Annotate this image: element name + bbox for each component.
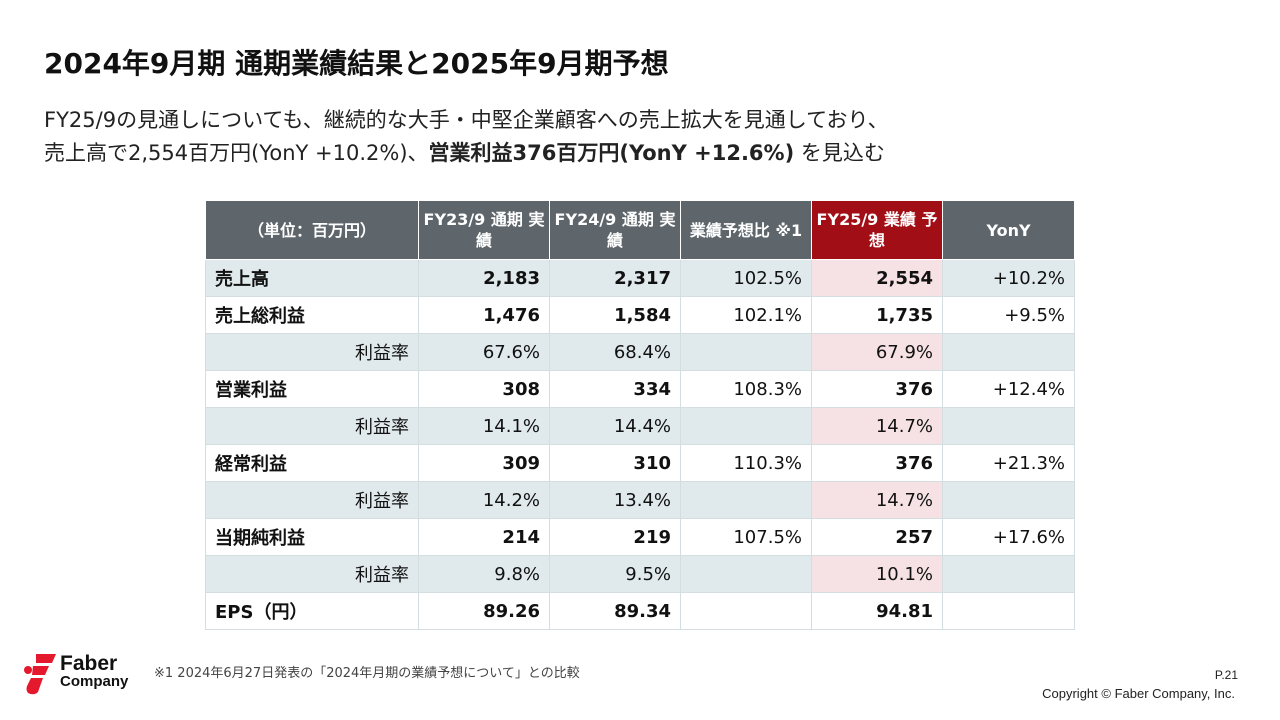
results-table: （単位：百万円） FY23/9 通期 実績 FY24/9 通期 実績 業績予想比… (205, 200, 1075, 630)
row-sublabel: 利益率 (205, 481, 419, 519)
cell-yony: +10.2% (942, 259, 1075, 297)
table-header-row: （単位：百万円） FY23/9 通期 実績 FY24/9 通期 実績 業績予想比… (205, 200, 1075, 260)
cell-fy24: 68.4% (549, 333, 681, 371)
cell-vs (680, 333, 812, 371)
cell-yony: +9.5% (942, 296, 1075, 334)
cell-fy24: 9.5% (549, 555, 681, 593)
summary-line-1: FY25/9の見通しについても、継続的な大手・中堅企業顧客への売上拡大を見通して… (44, 108, 889, 132)
cell-fy25: 14.7% (811, 481, 943, 519)
row-label: EPS（円） (205, 592, 419, 630)
row-sublabel: 利益率 (205, 333, 419, 371)
cell-fy25: 14.7% (811, 407, 943, 445)
faber-company-logo: Faber Company (22, 652, 134, 698)
header-unit: （単位：百万円） (205, 200, 419, 260)
summary-text: FY25/9の見通しについても、継続的な大手・中堅企業顧客への売上拡大を見通して… (44, 104, 1144, 170)
summary-operating-profit: 営業利益376百万円(YonY +12.6%) (428, 141, 795, 165)
cell-vs: 107.5% (680, 518, 812, 556)
cell-fy23: 308 (418, 370, 550, 408)
logo-word-company: Company (60, 673, 129, 690)
cell-fy24: 14.4% (549, 407, 681, 445)
cell-vs: 108.3% (680, 370, 812, 408)
table-row: 売上高 2,183 2,317 102.5% 2,554 +10.2% (205, 259, 1075, 297)
cell-fy23: 14.2% (418, 481, 550, 519)
cell-yony: +21.3% (942, 444, 1075, 482)
cell-vs (680, 592, 812, 630)
summary-tail: を見込む (794, 141, 885, 165)
header-fy23: FY23/9 通期 実績 (418, 200, 550, 260)
cell-vs: 102.5% (680, 259, 812, 297)
header-yony: YonY (942, 200, 1075, 260)
table-row: 利益率 67.6% 68.4% 67.9% (205, 333, 1075, 371)
cell-fy23: 309 (418, 444, 550, 482)
page-number: P.21 (1214, 668, 1238, 682)
cell-yony: +12.4% (942, 370, 1075, 408)
cell-fy25: 2,554 (811, 259, 943, 297)
cell-fy23: 14.1% (418, 407, 550, 445)
cell-vs (680, 555, 812, 593)
cell-vs (680, 407, 812, 445)
cell-yony (942, 481, 1075, 519)
cell-fy23: 214 (418, 518, 550, 556)
cell-vs (680, 481, 812, 519)
table-row: EPS（円） 89.26 89.34 94.81 (205, 592, 1075, 630)
cell-fy24: 1,584 (549, 296, 681, 334)
cell-fy25: 94.81 (811, 592, 943, 630)
table-body: 売上高 2,183 2,317 102.5% 2,554 +10.2% 売上総利益 1,476… (205, 259, 1075, 630)
summary-sales: 売上高で2,554百万円(YonY +10.2%)、 (44, 141, 429, 165)
row-label: 当期純利益 (205, 518, 419, 556)
header-fy25-forecast: FY25/9 業績 予想 (811, 200, 943, 260)
table-row: 当期純利益 214 219 107.5% 257 +17.6% (205, 518, 1075, 556)
cell-fy24: 13.4% (549, 481, 681, 519)
table-row: 経常利益 309 310 110.3% 376 +21.3% (205, 444, 1075, 482)
row-label: 営業利益 (205, 370, 419, 408)
table-row: 利益率 14.2% 13.4% 14.7% (205, 481, 1075, 519)
table-row: 売上総利益 1,476 1,584 102.1% 1,735 +9.5% (205, 296, 1075, 334)
cell-fy23: 89.26 (418, 592, 550, 630)
cell-fy24: 219 (549, 518, 681, 556)
cell-fy25: 10.1% (811, 555, 943, 593)
cell-vs: 102.1% (680, 296, 812, 334)
cell-fy25: 67.9% (811, 333, 943, 371)
header-vs-forecast: 業績予想比 ※1 (680, 200, 812, 260)
cell-yony: +17.6% (942, 518, 1075, 556)
cell-fy25: 376 (811, 444, 943, 482)
cell-fy25: 376 (811, 370, 943, 408)
cell-fy23: 9.8% (418, 555, 550, 593)
cell-yony (942, 407, 1075, 445)
cell-yony (942, 333, 1075, 371)
cell-fy24: 334 (549, 370, 681, 408)
cell-vs: 110.3% (680, 444, 812, 482)
cell-fy24: 310 (549, 444, 681, 482)
cell-fy24: 2,317 (549, 259, 681, 297)
cell-fy24: 89.34 (549, 592, 681, 630)
cell-yony (942, 592, 1075, 630)
cell-yony (942, 555, 1075, 593)
row-sublabel: 利益率 (205, 555, 419, 593)
row-sublabel: 利益率 (205, 407, 419, 445)
logo-wordmark: Faber Company (60, 652, 129, 692)
table-row: 利益率 9.8% 9.5% 10.1% (205, 555, 1075, 593)
logo-word-faber: Faber (60, 652, 118, 675)
footnote: ※1 2024年6月27日発表の「2024年月期の業績予想について」との比較 (154, 666, 580, 681)
table-row: 営業利益 308 334 108.3% 376 +12.4% (205, 370, 1075, 408)
cell-fy23: 67.6% (418, 333, 550, 371)
header-fy24: FY24/9 通期 実績 (549, 200, 681, 260)
cell-fy23: 2,183 (418, 259, 550, 297)
row-label: 経常利益 (205, 444, 419, 482)
row-label: 売上高 (205, 259, 419, 297)
summary-line-2: 売上高で2,554百万円(YonY +10.2%)、営業利益376百万円(Yon… (44, 137, 1144, 170)
copyright: Copyright © Faber Company, Inc. (1042, 686, 1235, 701)
table-row: 利益率 14.1% 14.4% 14.7% (205, 407, 1075, 445)
cell-fy25: 1,735 (811, 296, 943, 334)
cell-fy25: 257 (811, 518, 943, 556)
faber-logo-icon (24, 654, 56, 695)
cell-fy23: 1,476 (418, 296, 550, 334)
page-title: 2024年9月期 通期業績結果と2025年9月期予想 (44, 47, 669, 80)
row-label: 売上総利益 (205, 296, 419, 334)
